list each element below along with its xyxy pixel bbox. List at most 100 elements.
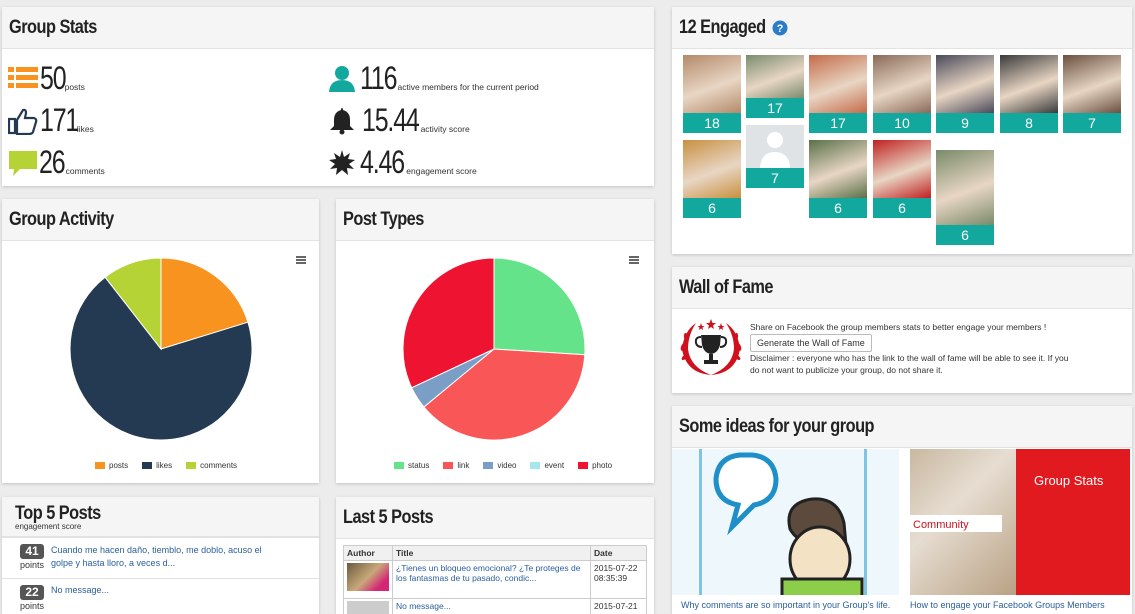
members-label: active members for the current period bbox=[397, 82, 539, 92]
engagement-count: 6 bbox=[936, 225, 994, 245]
post-types-header: Post Types bbox=[336, 199, 654, 241]
likes-label: likes bbox=[76, 124, 94, 134]
members-count: 116 bbox=[360, 60, 397, 96]
avatar[interactable] bbox=[1000, 55, 1058, 113]
group-activity-header: Group Activity bbox=[2, 199, 319, 241]
idea-caption-comments[interactable]: Why comments are so important in your Gr… bbox=[681, 600, 891, 610]
idea-image-group-stats[interactable]: Community Group Stats bbox=[910, 449, 1130, 595]
avatar[interactable] bbox=[936, 150, 994, 225]
group-activity-panel: Group Activity posts likes comments bbox=[2, 199, 319, 483]
pie-slice-status[interactable] bbox=[493, 257, 586, 356]
stat-comments: 26 comments bbox=[8, 144, 105, 180]
group-activity-pie bbox=[69, 257, 253, 441]
legend-swatch bbox=[578, 462, 589, 469]
top-post-row[interactable]: 41 points Cuando me hacen daño, tiemblo,… bbox=[2, 537, 319, 577]
avatar[interactable] bbox=[683, 140, 741, 198]
avatar[interactable] bbox=[809, 55, 867, 113]
legend-item-posts[interactable]: posts bbox=[95, 461, 128, 470]
engaged-member[interactable]: 17 bbox=[809, 55, 867, 133]
community-label: Community bbox=[913, 519, 969, 531]
engaged-member[interactable]: 8 bbox=[1000, 55, 1058, 133]
thumbs-up-icon bbox=[8, 108, 38, 135]
last-posts-header: Last 5 Posts bbox=[336, 497, 654, 539]
legend-item-video[interactable]: video bbox=[483, 461, 516, 470]
legend-item-link[interactable]: link bbox=[443, 461, 469, 470]
hamburger-menu-icon[interactable] bbox=[629, 256, 639, 264]
legend-label: photo bbox=[592, 461, 613, 470]
ideas-header: Some ideas for your group bbox=[672, 406, 1132, 448]
post-title-line1[interactable]: ¿Tienes un bloqueo emocional? ¿Te proteg… bbox=[396, 563, 581, 573]
idea-caption-engage[interactable]: How to engage your Facebook Groups Membe… bbox=[910, 600, 1105, 610]
engaged-member[interactable]: 17 bbox=[746, 55, 804, 118]
engaged-member[interactable]: 6 bbox=[936, 150, 994, 245]
trophy-laurel-icon bbox=[680, 319, 742, 375]
post-types-title: Post Types bbox=[343, 208, 424, 230]
avatar[interactable] bbox=[1063, 55, 1121, 113]
pie-slice-photo[interactable] bbox=[402, 257, 495, 389]
generate-wall-of-fame-button[interactable]: Generate the Wall of Fame bbox=[750, 334, 872, 352]
avatar[interactable] bbox=[809, 140, 867, 198]
wall-of-fame-panel: Wall of Fame Share on Facebook the group… bbox=[672, 267, 1132, 393]
engagement-label: engagement score bbox=[406, 166, 477, 176]
post-title-line2[interactable]: los fantasmas de tu pasado, condic... bbox=[396, 573, 537, 583]
engaged-member[interactable]: 7 bbox=[1063, 55, 1121, 133]
post-title-line1[interactable]: No message... bbox=[396, 601, 451, 611]
engagement-count: 6 bbox=[683, 198, 741, 218]
avatar[interactable] bbox=[873, 55, 931, 113]
help-icon[interactable]: ? bbox=[772, 20, 788, 36]
comments-label: comments bbox=[65, 166, 105, 176]
top-post-text-line2[interactable]: golpe y hasta lloro, a veces d... bbox=[51, 558, 176, 568]
author-avatar[interactable] bbox=[347, 563, 389, 591]
ideas-title: Some ideas for your group bbox=[679, 415, 875, 437]
engaged-member[interactable]: 7 bbox=[746, 125, 804, 188]
engaged-member[interactable]: 18 bbox=[683, 55, 741, 133]
legend-item-status[interactable]: status bbox=[394, 461, 429, 470]
top-posts-header: Top 5 Posts engagement score bbox=[2, 497, 319, 537]
comments-count: 26 bbox=[39, 144, 66, 180]
top-post-text-line1[interactable]: No message... bbox=[51, 585, 110, 595]
table-row[interactable]: No message... 2015-07-21 bbox=[343, 598, 647, 614]
top-posts-panel: Top 5 Posts engagement score 41 points C… bbox=[2, 497, 319, 614]
table-row[interactable]: ¿Tienes un bloqueo emocional? ¿Te proteg… bbox=[343, 560, 647, 599]
avatar[interactable] bbox=[873, 140, 931, 198]
legend-label: posts bbox=[109, 461, 129, 470]
engaged-member[interactable]: 9 bbox=[936, 55, 994, 133]
engaged-member[interactable]: 10 bbox=[873, 55, 931, 133]
wall-of-fame-disclaimer-1: Disclaimer : everyone who has the link t… bbox=[750, 353, 1069, 363]
post-date: 2015-07-21 bbox=[594, 601, 638, 611]
author-avatar[interactable] bbox=[347, 601, 389, 614]
legend-item-event[interactable]: event bbox=[530, 461, 564, 470]
date-cell: 2015-07-22 08:35:39 bbox=[590, 560, 647, 599]
column-date[interactable]: Date bbox=[590, 545, 647, 561]
pie-slice-likes[interactable] bbox=[69, 276, 253, 441]
engaged-member[interactable]: 6 bbox=[873, 140, 931, 218]
top-post-row[interactable]: 22 points No message... bbox=[2, 578, 319, 614]
svg-text:?: ? bbox=[776, 23, 783, 35]
column-author[interactable]: Author bbox=[343, 545, 393, 561]
legend-item-likes[interactable]: likes bbox=[142, 461, 172, 470]
avatar[interactable] bbox=[683, 55, 741, 113]
date-cell: 2015-07-21 bbox=[590, 598, 647, 614]
list-icon bbox=[8, 67, 38, 88]
group-stats-title: Group Stats bbox=[9, 16, 97, 38]
engaged-member[interactable]: 6 bbox=[683, 140, 741, 218]
engagement-count: 7 bbox=[1063, 113, 1121, 133]
points-badge: 41 bbox=[20, 544, 44, 559]
pie-slice-posts[interactable] bbox=[160, 257, 249, 350]
activity-label: activity score bbox=[420, 124, 470, 134]
avatar[interactable] bbox=[746, 125, 804, 168]
avatar[interactable] bbox=[936, 55, 994, 113]
legend-swatch bbox=[394, 462, 404, 469]
hamburger-menu-icon[interactable] bbox=[296, 256, 306, 264]
avatar[interactable] bbox=[746, 55, 804, 98]
pie-slice-link[interactable] bbox=[423, 348, 586, 441]
community-banner: Community bbox=[910, 515, 1002, 532]
legend-item-comments[interactable]: comments bbox=[186, 461, 237, 470]
top-post-text-line1[interactable]: Cuando me hacen daño, tiemblo, me doblo,… bbox=[51, 545, 262, 555]
post-types-legend: status link video event photo bbox=[394, 461, 612, 470]
idea-image-comments[interactable] bbox=[672, 449, 899, 595]
engaged-member[interactable]: 6 bbox=[809, 140, 867, 218]
pie-slice-comments[interactable] bbox=[104, 257, 162, 351]
legend-item-photo[interactable]: photo bbox=[578, 461, 612, 470]
column-title[interactable]: Title bbox=[392, 545, 591, 561]
